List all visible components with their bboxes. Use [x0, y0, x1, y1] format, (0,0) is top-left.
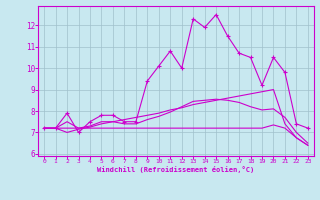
X-axis label: Windchill (Refroidissement éolien,°C): Windchill (Refroidissement éolien,°C): [97, 166, 255, 173]
